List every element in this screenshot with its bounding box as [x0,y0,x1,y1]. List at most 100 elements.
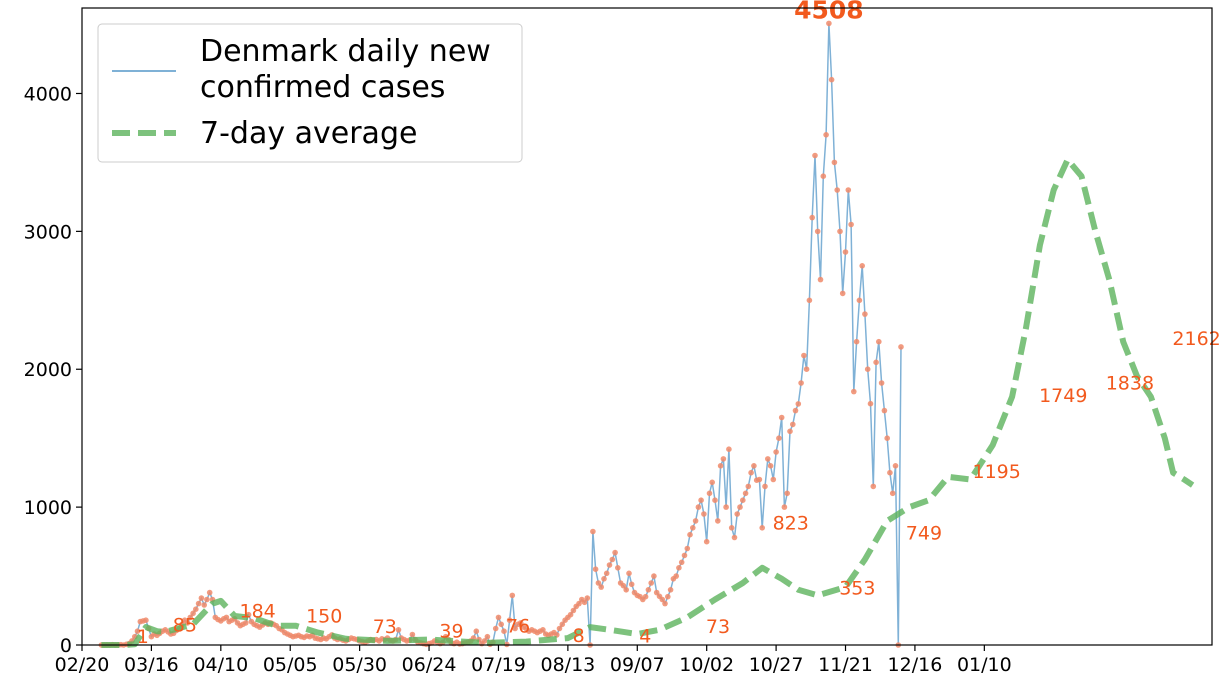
daily-point [773,449,779,455]
daily-point [859,263,865,269]
daily-point [848,221,854,228]
daily-point [712,497,718,504]
plot-frame [81,7,1213,646]
annotation-label: 184 [240,601,276,623]
daily-point [864,366,871,373]
daily-point [506,617,513,623]
legend-daily-label: Denmark daily new confirmed cases [200,34,500,105]
daily-point [612,549,618,556]
daily-point [134,628,141,634]
daily-point [709,479,715,486]
daily-point [898,344,904,350]
daily-point [798,380,804,386]
daily-point [748,469,754,476]
daily-point [495,614,502,621]
daily-point [715,518,721,524]
daily-point [720,456,727,462]
seven-day-average-line [101,156,1195,648]
daily-point [717,463,724,469]
x-tick-label: 01/10 [957,654,1012,676]
daily-point [706,490,713,497]
daily-point [601,576,607,582]
daily-point [889,490,896,497]
daily-point [892,463,899,469]
annotation-label: 1749 [1039,385,1087,407]
annotation-label: 1195 [973,461,1021,483]
annotation-label: 76 [506,616,530,638]
daily-point [881,407,888,414]
daily-point [828,76,835,83]
daily-point [876,338,882,345]
legend-avg-label: 7-day average [200,116,417,151]
daily-point [862,311,868,317]
daily-point [409,631,416,638]
daily-point [770,476,777,483]
x-tick-label: 10/02 [679,654,734,676]
daily-point [206,589,213,596]
daily-point [620,582,627,589]
daily-point [667,587,674,593]
daily-point [778,414,785,421]
daily-point [204,596,210,603]
daily-point [492,625,499,632]
x-tick-label: 07/19 [471,654,526,676]
daily-point [684,545,691,552]
daily-point [395,627,402,633]
daily-point [726,446,732,453]
daily-point [781,504,788,510]
daily-point [517,620,524,626]
daily-point [584,595,591,601]
daily-point [784,490,790,497]
y-tick-label: 4000 [24,83,72,105]
daily-point [823,132,829,138]
x-tick-label: 05/05 [263,654,318,676]
daily-point [628,581,635,588]
daily-point [598,584,604,590]
x-tick-label: 11/21 [818,654,873,676]
daily-point [187,614,194,621]
x-tick-label: 04/10 [193,654,248,676]
daily-point [826,20,832,27]
daily-point [603,570,610,577]
daily-point [623,587,629,593]
daily-point [851,388,857,395]
daily-point [776,435,782,442]
x-tick-label: 10/27 [749,654,804,676]
daily-point [481,638,488,644]
daily-point [509,592,516,599]
daily-point [193,606,199,612]
daily-point [873,359,879,366]
daily-point [767,463,774,469]
daily-point [190,610,196,617]
x-tick-label: 08/13 [540,654,595,676]
daily-point [837,228,843,235]
daily-point [765,456,771,462]
daily-point [809,214,815,221]
daily-point [665,593,671,600]
daily-point [820,173,827,179]
daily-point [792,407,799,414]
daily-point [806,297,813,304]
daily-point [731,534,738,541]
daily-point [751,463,757,469]
daily-point [856,297,863,304]
daily-point [473,628,480,634]
daily-point [648,580,654,586]
daily-point [698,497,704,504]
annotation-label: 85 [173,614,197,636]
x-tick-label: 03/16 [124,654,179,676]
daily-point [659,596,666,603]
daily-point [803,366,810,373]
y-tick-label: 2000 [24,359,72,381]
daily-point [812,152,818,159]
annotation-label: 749 [906,523,942,545]
daily-point [759,525,765,531]
daily-point [606,562,613,568]
x-tick-label: 12/16 [888,654,943,676]
daily-point [742,490,749,497]
daily-point [870,483,877,490]
daily-point [884,435,890,442]
daily-point [201,602,207,608]
daily-point [762,483,768,490]
daily-point [223,614,230,621]
